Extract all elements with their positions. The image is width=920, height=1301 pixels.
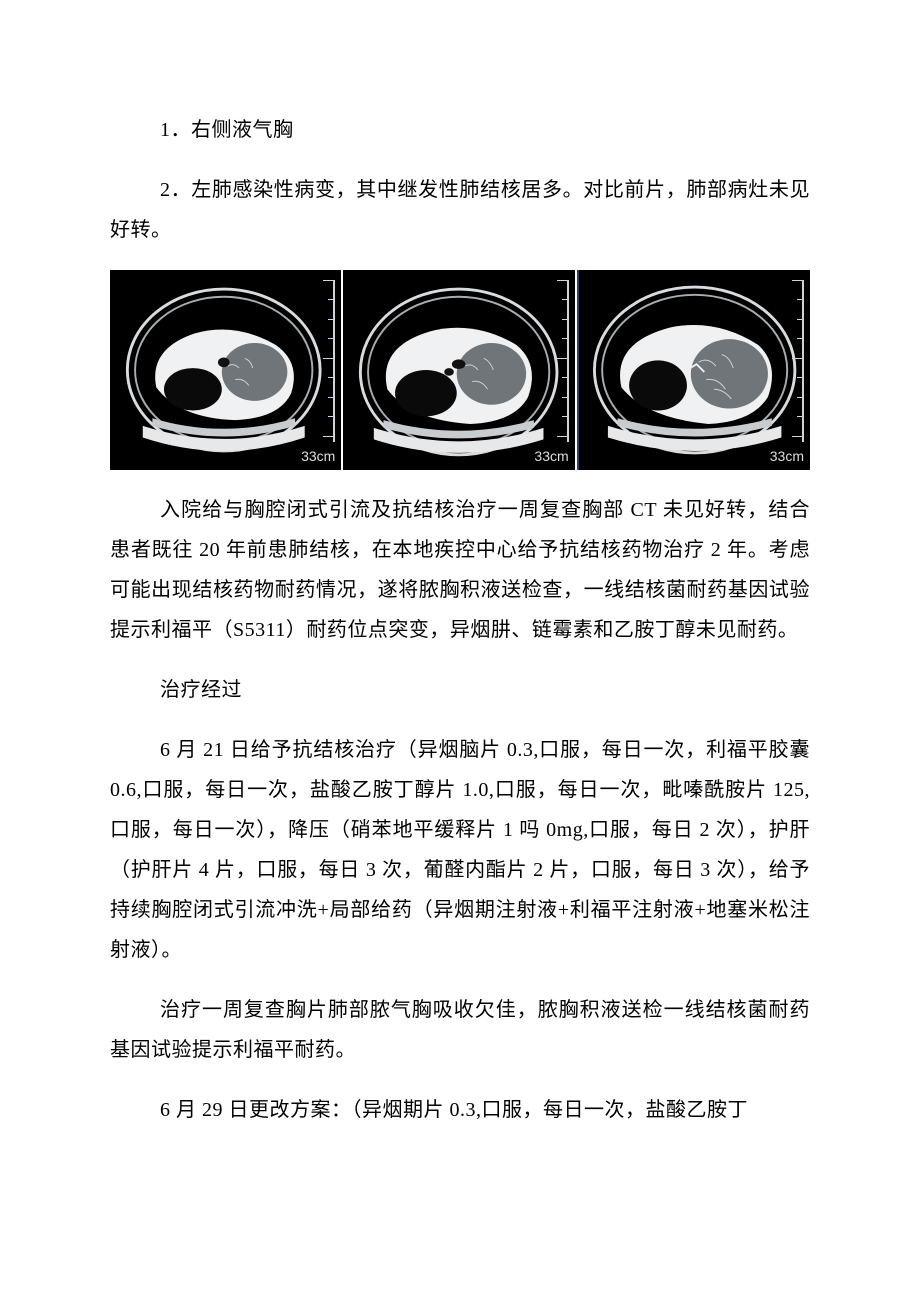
ct-scale-label-3: 33cm bbox=[770, 448, 804, 464]
paragraph-4: 6 月 29 日更改方案：（异烟期片 0.3,口服，每日一次，盐酸乙胺丁 bbox=[110, 1090, 810, 1130]
ct-ruler-2 bbox=[555, 280, 569, 442]
ct-ruler-1 bbox=[321, 280, 335, 442]
list-item-1: 1．右侧液气胸 bbox=[110, 110, 810, 150]
ct-image-strip: 33cm bbox=[110, 270, 810, 470]
ct-scan-3: 33cm bbox=[577, 270, 810, 470]
paragraph-3: 治疗一周复查胸片肺部脓气胸吸收欠佳，脓胸积液送检一线结核菌耐药基因试验提示利福平… bbox=[110, 990, 810, 1070]
document-page: 1．右侧液气胸 2．左肺感染性病变，其中继发性肺结核居多。对比前片，肺部病灶未见… bbox=[0, 0, 920, 1301]
ct-ruler-3 bbox=[790, 280, 804, 442]
ct-scan-2-graphic bbox=[343, 270, 574, 470]
ct-scan-1-graphic bbox=[110, 270, 341, 470]
ct-scan-1: 33cm bbox=[110, 270, 341, 470]
paragraph-2: 6 月 21 日给予抗结核治疗（异烟脑片 0.3,口服，每日一次，利福平胶囊 0… bbox=[110, 730, 810, 970]
ct-scale-label-1: 33cm bbox=[301, 448, 335, 464]
ct-scan-3-graphic bbox=[579, 270, 810, 470]
paragraph-1: 入院给与胸腔闭式引流及抗结核治疗一周复查胸部 CT 未见好转，结合患者既往 20… bbox=[110, 490, 810, 650]
ct-scan-2: 33cm bbox=[343, 270, 574, 470]
section-heading-treatment: 治疗经过 bbox=[110, 670, 810, 710]
ct-scale-label-2: 33cm bbox=[534, 448, 568, 464]
list-item-2: 2．左肺感染性病变，其中继发性肺结核居多。对比前片，肺部病灶未见好转。 bbox=[110, 170, 810, 250]
